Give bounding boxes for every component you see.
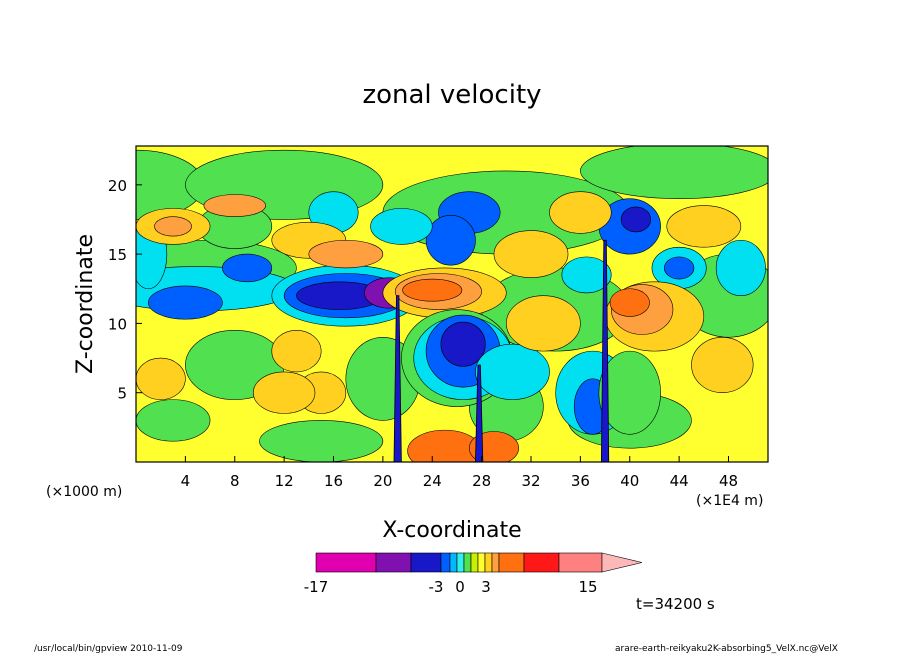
x-tick-label: 16 [324,472,343,490]
x-tick-label: 12 [275,472,294,490]
contour-region [136,357,186,400]
colorbar-box [410,552,442,573]
x-tick-label: 32 [521,472,540,490]
y-axis-label: Z-coordinate [73,234,98,374]
x-tick-label: 28 [472,472,491,490]
colorbar-box [484,552,493,573]
y-tick-label: 5 [117,385,127,403]
contour-region [440,321,486,367]
footer-right: arare-earth-reikyaku2K-absorbing5_VelX.n… [615,644,838,654]
colorbar-box [449,552,458,573]
contour-region [549,191,612,234]
contour-region [259,420,384,462]
contour-region [252,371,316,414]
colorbar-arrow [601,552,643,573]
colorbar-box [477,552,486,573]
contour-region [620,206,652,233]
contour-region [370,208,433,245]
colorbar-tick-label: -3 [429,578,444,596]
contour-region [664,256,695,280]
contour-region [506,295,581,352]
colorbar-tick-label: 15 [578,578,597,596]
contour-region [308,239,384,269]
contour-fields [136,146,768,462]
x-tick-label: 24 [423,472,442,490]
contour-region [598,350,661,435]
colorbar-box [315,552,377,573]
contour-region [580,146,768,199]
time-label: t=34200 s [636,595,715,613]
contour-region [691,336,754,394]
y-tick-label: 10 [108,315,127,333]
colorbar-tick-label: -17 [304,578,329,596]
x-tick-label: 4 [181,472,191,490]
contour-region [148,285,223,320]
contour-region [393,295,402,462]
colorbar-box [375,552,412,573]
contour-region [222,253,273,283]
x-tick-label: 40 [620,472,639,490]
contour-region [203,194,266,217]
x-scale-note: (×1E4 m) [696,493,763,509]
contour-region [425,214,476,266]
colorbar [315,552,643,573]
colorbar-box [440,552,451,573]
plot-area [136,146,768,462]
footer-left: /usr/local/bin/gpview 2010-11-09 [34,644,183,654]
y-axis: 5 10 15 20 [108,177,142,403]
contour-region [475,343,550,400]
contour-region [561,256,612,294]
contour-region [271,330,322,373]
x-axis-label: X-coordinate [382,518,521,543]
colorbar-box [463,552,472,573]
chart-title: zonal velocity [362,80,541,110]
contour-region [493,230,569,278]
contour-region [609,288,650,317]
colorbar-box [558,552,603,573]
contour-region [666,205,742,248]
colorbar-box [523,552,560,573]
colorbar-box [470,552,479,573]
y-tick-label: 20 [108,177,127,195]
colorbar-box [456,552,465,573]
contour-region [136,399,211,442]
y-tick-label: 15 [108,246,127,264]
colorbar-tick-label: 3 [481,578,491,596]
contour-region [600,239,610,462]
plot-frame [135,145,769,463]
contour-region [715,239,766,296]
x-tick-label: 8 [230,472,240,490]
x-tick-label: 20 [373,472,392,490]
colorbar-box [498,552,525,573]
colorbar-box [491,552,500,573]
contour-region [402,278,463,302]
colorbar-tick-label: 0 [455,578,465,596]
contour-region [475,364,484,462]
contour-region [154,216,192,237]
colorbar-ticks: -17 -3 0 3 15 [304,578,598,596]
y-scale-note: (×1000 m) [46,484,122,500]
x-tick-label: 48 [719,472,738,490]
x-tick-label: 36 [571,472,590,490]
x-tick-label: 44 [670,472,689,490]
x-axis: 4 8 12 16 20 24 28 32 36 40 44 48 [181,456,738,490]
